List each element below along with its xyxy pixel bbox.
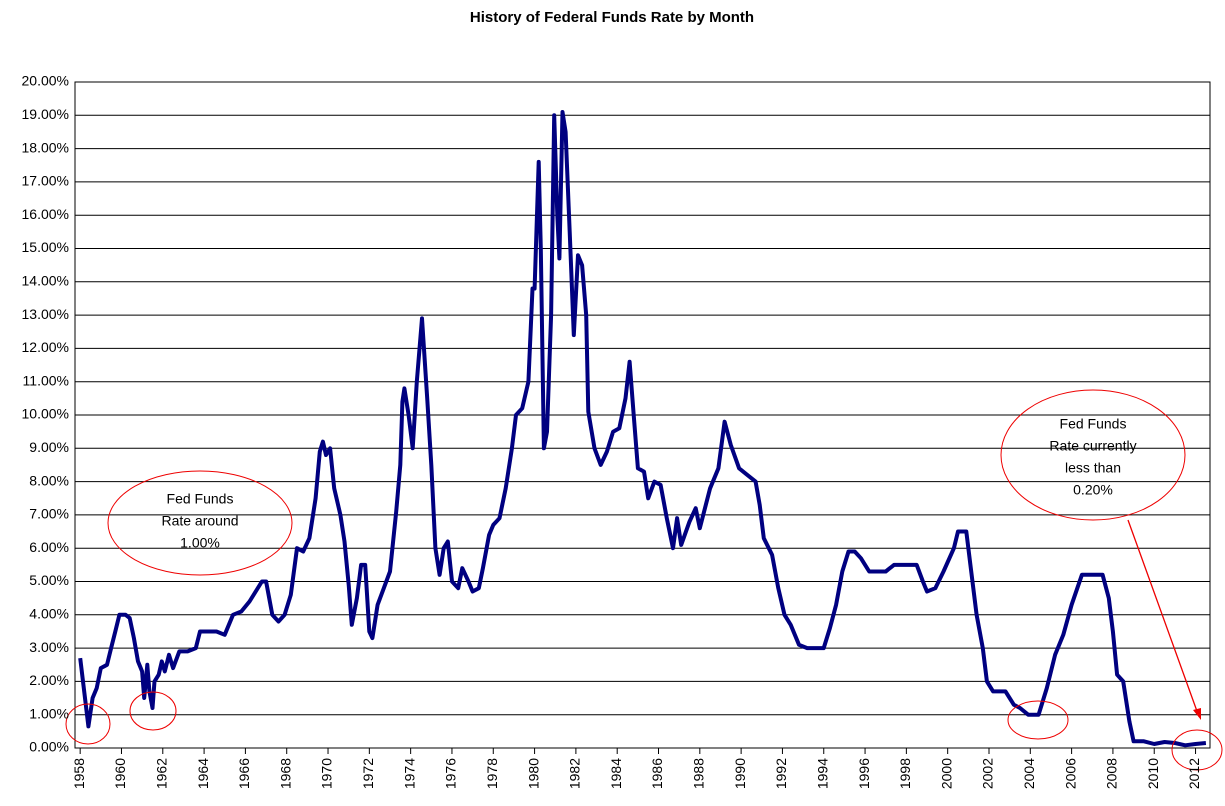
y-tick-label: 1.00% xyxy=(29,705,69,721)
x-tick-label: 1984 xyxy=(608,758,624,789)
y-tick-label: 19.00% xyxy=(22,106,69,122)
x-tick-label: 1994 xyxy=(814,758,830,789)
x-tick-label: 1982 xyxy=(567,758,583,789)
x-tick-label: 1962 xyxy=(153,758,169,789)
x-tick-label: 1964 xyxy=(195,758,211,789)
annotation-text: Fed Funds xyxy=(1060,416,1127,432)
y-tick-label: 12.00% xyxy=(22,339,69,355)
y-tick-label: 15.00% xyxy=(22,239,69,255)
callout-ellipse xyxy=(1000,389,1186,521)
x-tick-label: 1980 xyxy=(525,758,541,789)
y-tick-label: 2.00% xyxy=(29,672,69,688)
arrow xyxy=(1127,519,1199,715)
annotation-text: 1.00% xyxy=(180,535,220,551)
annotation-text: Fed Funds xyxy=(167,491,234,507)
chart-title: History of Federal Funds Rate by Month xyxy=(470,9,754,26)
arrow-head xyxy=(1193,708,1201,720)
x-tick-label: 1990 xyxy=(732,758,748,789)
x-tick-label: 1966 xyxy=(236,758,252,789)
y-tick-label: 20.00% xyxy=(22,73,69,89)
annotation-text: 0.20% xyxy=(1073,482,1113,498)
y-tick-label: 14.00% xyxy=(22,273,69,289)
x-tick-label: 2012 xyxy=(1186,758,1202,789)
y-tick-label: 9.00% xyxy=(29,439,69,455)
highlight-ellipse xyxy=(65,703,111,745)
x-tick-label: 2000 xyxy=(938,758,954,789)
y-tick-label: 4.00% xyxy=(29,606,69,622)
x-tick-label: 1976 xyxy=(443,758,459,789)
highlight-ellipse xyxy=(1171,729,1223,771)
y-tick-label: 18.00% xyxy=(22,139,69,155)
x-tick-label: 2006 xyxy=(1062,758,1078,789)
y-tick-label: 7.00% xyxy=(29,506,69,522)
x-tick-label: 1968 xyxy=(277,758,293,789)
x-tick-label: 2010 xyxy=(1145,758,1161,789)
x-tick-label: 2004 xyxy=(1021,758,1037,789)
x-tick-label: 1960 xyxy=(112,758,128,789)
x-tick-label: 1970 xyxy=(319,758,335,789)
y-tick-label: 3.00% xyxy=(29,639,69,655)
x-tick-label: 1978 xyxy=(484,758,500,789)
callouts xyxy=(65,389,1223,771)
x-tick-label: 1974 xyxy=(401,758,417,789)
highlight-ellipse xyxy=(1007,700,1069,740)
y-tick-label: 16.00% xyxy=(22,206,69,222)
x-tick-label: 2002 xyxy=(980,758,996,789)
data-line xyxy=(78,110,1207,748)
y-tick-label: 6.00% xyxy=(29,539,69,555)
x-tick-label: 1992 xyxy=(773,758,789,789)
annotation-text: Rate around xyxy=(161,513,238,529)
annotation-text: Rate currently xyxy=(1049,438,1136,454)
x-tick-label: 1972 xyxy=(360,758,376,789)
y-tick-label: 11.00% xyxy=(23,372,69,388)
x-tick-label: 1986 xyxy=(649,758,665,789)
y-tick-label: 10.00% xyxy=(22,406,69,422)
callout-ellipse xyxy=(107,470,293,576)
highlight-ellipse xyxy=(129,691,177,731)
x-tick-label: 2008 xyxy=(1104,758,1120,789)
x-tick-label: 1958 xyxy=(71,758,87,789)
y-tick-label: 13.00% xyxy=(22,306,69,322)
y-tick-label: 0.00% xyxy=(29,739,69,755)
x-tick-label: 1996 xyxy=(856,758,872,789)
x-tick-label: 1998 xyxy=(897,758,913,789)
annotation-text: less than xyxy=(1065,460,1121,476)
y-tick-label: 17.00% xyxy=(22,173,69,189)
y-tick-label: 8.00% xyxy=(29,472,69,488)
y-tick-label: 5.00% xyxy=(29,572,69,588)
x-tick-label: 1988 xyxy=(691,758,707,789)
